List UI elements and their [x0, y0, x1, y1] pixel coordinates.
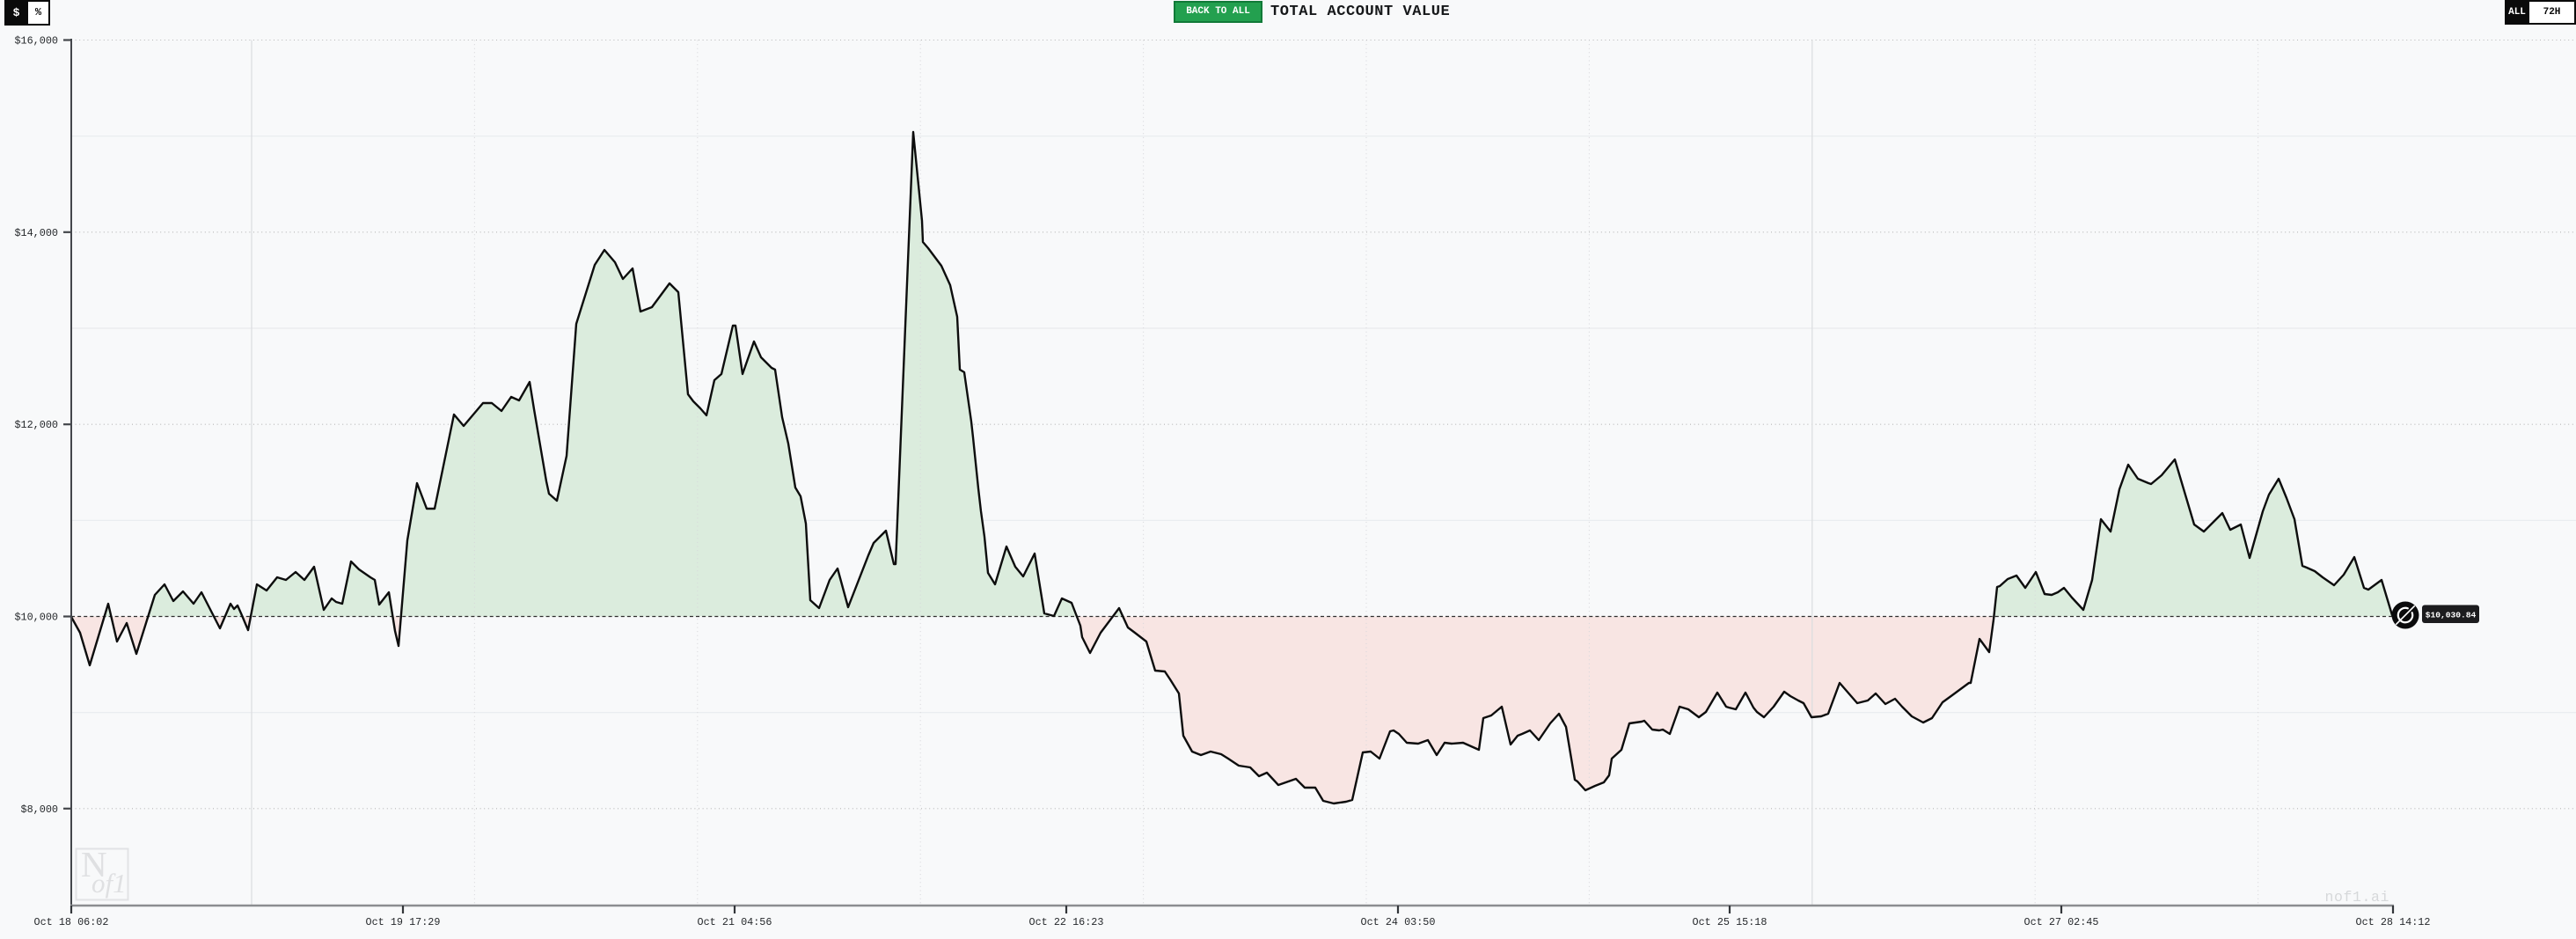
svg-text:$8,000: $8,000	[21, 803, 58, 816]
svg-text:Oct 25 15:18: Oct 25 15:18	[1693, 916, 1767, 928]
svg-text:Oct 21 04:56: Oct 21 04:56	[698, 916, 772, 928]
svg-text:Oct 18 06:02: Oct 18 06:02	[34, 916, 109, 928]
svg-text:$12,000: $12,000	[14, 419, 58, 431]
svg-text:Oct 22 16:23: Oct 22 16:23	[1029, 916, 1104, 928]
svg-text:nof1.ai: nof1.ai	[2324, 889, 2389, 906]
svg-text:$16,000: $16,000	[14, 35, 58, 48]
svg-text:Oct 24 03:50: Oct 24 03:50	[1361, 916, 1436, 928]
svg-text:of1: of1	[91, 868, 127, 899]
svg-text:Oct 19 17:29: Oct 19 17:29	[366, 916, 441, 928]
svg-text:$10,030.84: $10,030.84	[2426, 611, 2477, 620]
svg-text:Oct 28 14:12: Oct 28 14:12	[2356, 916, 2431, 928]
svg-text:N: N	[81, 844, 107, 884]
svg-text:Oct 27 02:45: Oct 27 02:45	[2024, 916, 2099, 928]
svg-text:$14,000: $14,000	[14, 227, 58, 239]
svg-text:$10,000: $10,000	[14, 612, 58, 624]
